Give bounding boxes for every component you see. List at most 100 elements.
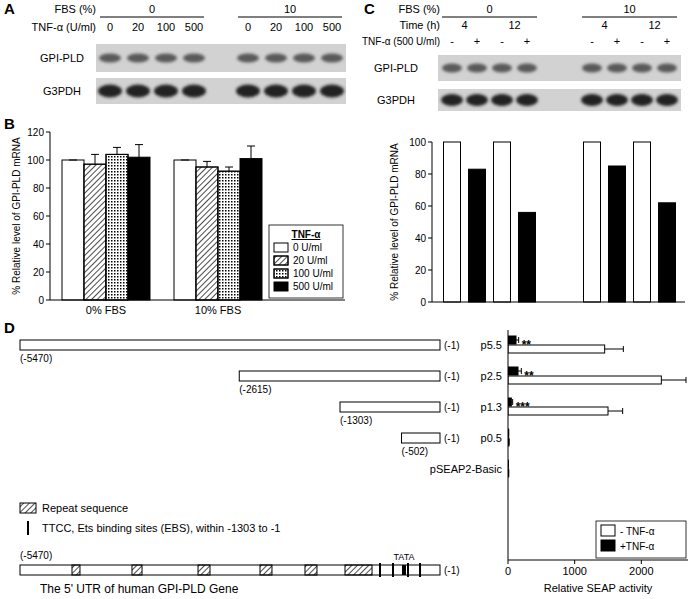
blot-band: [321, 54, 343, 63]
group-label: 10: [623, 3, 635, 15]
bar: [469, 169, 486, 302]
y-axis: [432, 142, 433, 302]
blot-band: [631, 94, 653, 106]
y-tick-label: 80: [33, 183, 45, 194]
gene-bar: [20, 565, 440, 575]
marks: [444, 142, 676, 302]
blot-band: [656, 94, 678, 106]
bar: [584, 142, 601, 302]
promoter-diagram: (-5470)(-1)(-2615)(-1)(-1303)(-1)(-502)(…: [20, 340, 460, 596]
blot-background: [438, 89, 681, 111]
blot-band: [264, 85, 288, 98]
legend-swatch: [601, 540, 615, 551]
legend-swatch: [274, 282, 288, 291]
y-tick: [428, 142, 432, 143]
plot: 020406080100120% Relative level of GPI-P…: [11, 127, 345, 316]
legend-label: Repeat sequence: [42, 502, 128, 514]
bar: [174, 160, 196, 300]
lane-label: +: [524, 35, 530, 47]
bar: [609, 166, 626, 302]
blot-band: [492, 64, 512, 73]
y-tick-label: 100: [409, 137, 426, 148]
bar: [508, 367, 518, 375]
blot-band: [466, 94, 488, 106]
group-label: 10: [284, 3, 296, 15]
construct-bar: [340, 402, 440, 412]
x-tick-label: 1000: [562, 565, 586, 577]
legend-swatch: [274, 243, 288, 252]
legend-label: 0 U/ml: [293, 242, 322, 253]
repeat-box: [132, 565, 142, 575]
legend: - TNF-α+TNF-α: [596, 521, 686, 558]
y-tick: [46, 244, 50, 245]
error-bar: [518, 368, 521, 374]
bar: [84, 164, 106, 300]
plot: 020406080100% Relative level of GPI-PLD …: [389, 137, 685, 308]
y-axis-label: % Relative level of GPI-PLD mRNA: [389, 143, 400, 301]
x-axis: [50, 300, 345, 301]
y-tick: [46, 160, 50, 161]
blot-band: [183, 54, 205, 63]
lane-label: 500: [185, 21, 203, 33]
x-tick-label: 0: [505, 565, 511, 577]
y-tick: [46, 188, 50, 189]
header-label: Time (h): [399, 19, 440, 31]
lane-label: -: [640, 35, 644, 47]
legend-swatch-hatch: [274, 269, 288, 278]
blot-background: [438, 55, 681, 81]
legend-swatch-hatch: [274, 256, 288, 265]
time-label: 12: [648, 19, 660, 31]
gene-end-label: (-1): [444, 565, 460, 576]
error-bar: [135, 145, 143, 158]
bar-hatch: [218, 171, 240, 300]
repeat-box: [345, 565, 372, 575]
marks: [508, 336, 686, 477]
y-tick-label: 60: [415, 201, 427, 212]
bar-hatch: [84, 164, 106, 300]
y-tick-label: p1.3: [481, 401, 502, 413]
blot-band: [126, 85, 150, 98]
error-bar: [113, 147, 121, 154]
error-bar: [516, 337, 519, 343]
construct-end-label: (-1): [444, 402, 460, 413]
blot-band: [320, 85, 344, 98]
construct-bar: [239, 371, 440, 381]
x-tick: [508, 560, 509, 564]
marks: [62, 145, 262, 300]
y-tick: [46, 132, 50, 133]
lane-label: +: [614, 35, 620, 47]
blot-band: [441, 94, 463, 106]
row-label: GPI-PLD: [40, 52, 84, 64]
bar: [240, 159, 262, 300]
y-tick-label: 60: [33, 211, 45, 222]
y-tick: [428, 238, 432, 239]
error-bar: [69, 160, 77, 161]
lane-label: 100: [295, 21, 313, 33]
construct-bar: [402, 433, 440, 443]
blot-band: [632, 64, 652, 73]
plot: 010002000Relative SEAP activityp5.5p2.5p…: [430, 330, 688, 594]
group-line: [582, 17, 677, 18]
legend-label: +TNF-α: [620, 541, 655, 552]
blot-band: [293, 54, 315, 63]
error-bar: [91, 154, 99, 164]
lane-label: 20: [132, 21, 144, 33]
construct-start-label: (-502): [402, 446, 429, 457]
bar: [106, 154, 128, 300]
blot-background: [96, 44, 346, 72]
blot-band: [581, 94, 603, 106]
x-tick: [574, 560, 575, 564]
repeat-box: [305, 565, 317, 575]
x-tick-label: 0% FBS: [86, 304, 126, 316]
repeat-box: [260, 565, 272, 575]
significance: ***: [516, 400, 530, 414]
panel-label: C: [364, 0, 375, 17]
blot-band: [155, 54, 177, 63]
error-bar: [509, 439, 510, 445]
panel-label: A: [4, 0, 15, 17]
y-tick: [428, 270, 432, 271]
tata-label: TATA: [393, 552, 414, 562]
legend: TNF-α0 U/ml20 U/ml100 U/ml500 U/ml: [269, 225, 343, 298]
panel-label: D: [4, 319, 15, 336]
blot-band: [491, 94, 513, 106]
